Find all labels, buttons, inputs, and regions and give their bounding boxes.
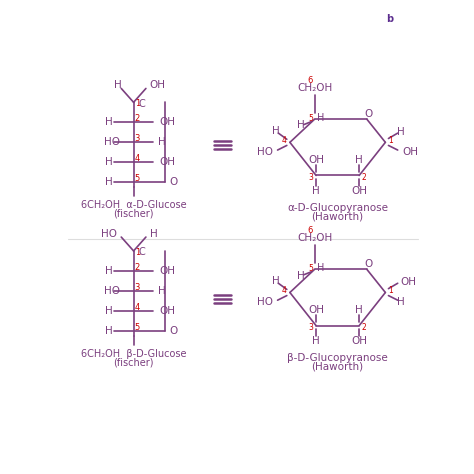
Text: 5: 5	[134, 174, 140, 183]
Text: 6CH₂OH  β-D-Glucose: 6CH₂OH β-D-Glucose	[81, 349, 186, 359]
Text: (fischer): (fischer)	[113, 209, 154, 219]
Text: O: O	[169, 177, 177, 187]
Text: 4: 4	[282, 137, 287, 146]
Text: HO: HO	[257, 146, 273, 156]
Text: H: H	[356, 305, 363, 315]
Text: H: H	[105, 157, 113, 167]
Circle shape	[362, 10, 417, 28]
Text: H: H	[312, 336, 320, 346]
Text: 6: 6	[307, 76, 312, 85]
Text: 1: 1	[389, 137, 393, 146]
Text: H: H	[105, 306, 113, 316]
Text: HO: HO	[257, 297, 273, 307]
Text: C: C	[139, 99, 146, 109]
Text: OH: OH	[159, 306, 175, 316]
Text: H: H	[158, 286, 166, 296]
Text: OH: OH	[402, 146, 419, 156]
Text: HO: HO	[103, 286, 119, 296]
Text: O: O	[365, 259, 373, 269]
Text: H: H	[272, 126, 280, 136]
Text: O: O	[169, 326, 177, 336]
Text: OH: OH	[159, 118, 175, 128]
Text: OH: OH	[150, 81, 166, 91]
Text: H: H	[105, 118, 113, 128]
Text: (Haworth): (Haworth)	[311, 211, 364, 221]
Text: 2: 2	[134, 263, 140, 272]
Text: α-D-Glucopyranose: α-D-Glucopyranose	[287, 203, 388, 213]
Text: CH₂OH: CH₂OH	[297, 233, 332, 243]
Text: 2: 2	[134, 114, 140, 123]
Text: 3: 3	[309, 323, 314, 332]
Text: OH: OH	[159, 266, 175, 276]
Text: 3: 3	[134, 134, 140, 143]
Text: 6: 6	[307, 227, 312, 236]
Text: 2: 2	[362, 323, 366, 332]
Text: (Haworth): (Haworth)	[311, 361, 364, 372]
Text: H: H	[397, 127, 405, 137]
Text: OH: OH	[308, 305, 324, 315]
Text: BYJU'S: BYJU'S	[418, 10, 446, 19]
Text: b: b	[386, 14, 393, 24]
Text: OH: OH	[351, 336, 367, 346]
Text: H: H	[356, 155, 363, 165]
Text: H: H	[105, 326, 113, 336]
Text: 4: 4	[282, 286, 287, 295]
Text: OH: OH	[351, 186, 367, 196]
Text: 6CH₂OH  α-D-Glucose: 6CH₂OH α-D-Glucose	[81, 201, 186, 210]
Text: 3: 3	[134, 283, 140, 292]
Text: 1: 1	[389, 286, 393, 295]
Text: H: H	[158, 137, 166, 147]
Text: 2: 2	[362, 173, 366, 182]
Text: H: H	[312, 186, 320, 196]
Text: (fischer): (fischer)	[113, 357, 154, 367]
Text: H: H	[297, 271, 305, 281]
Text: β-D-Glucopyranose: β-D-Glucopyranose	[287, 353, 388, 363]
Text: 3: 3	[309, 173, 314, 182]
Text: The Learning App: The Learning App	[410, 23, 454, 27]
Text: 5: 5	[308, 264, 313, 273]
Text: H: H	[297, 120, 305, 130]
Text: CH₂OH: CH₂OH	[297, 82, 332, 93]
Text: H: H	[150, 229, 157, 239]
Text: 4: 4	[134, 302, 140, 311]
Text: OH: OH	[159, 157, 175, 167]
Text: 1: 1	[135, 100, 140, 109]
Text: H: H	[397, 297, 405, 307]
Text: 5: 5	[134, 323, 140, 332]
Text: H: H	[105, 266, 113, 276]
Text: H: H	[317, 263, 324, 273]
Text: H: H	[114, 81, 121, 91]
Text: H: H	[272, 276, 280, 286]
Text: 4: 4	[134, 154, 140, 163]
Text: O: O	[365, 109, 373, 119]
Text: HO: HO	[103, 137, 119, 147]
Text: 1: 1	[135, 248, 140, 257]
Text: HO: HO	[101, 229, 118, 239]
Text: OH: OH	[308, 155, 324, 165]
Text: C: C	[139, 247, 146, 257]
Text: H: H	[105, 177, 113, 187]
Text: H: H	[317, 113, 324, 123]
Text: 5: 5	[308, 114, 313, 123]
Text: OH: OH	[401, 277, 417, 287]
